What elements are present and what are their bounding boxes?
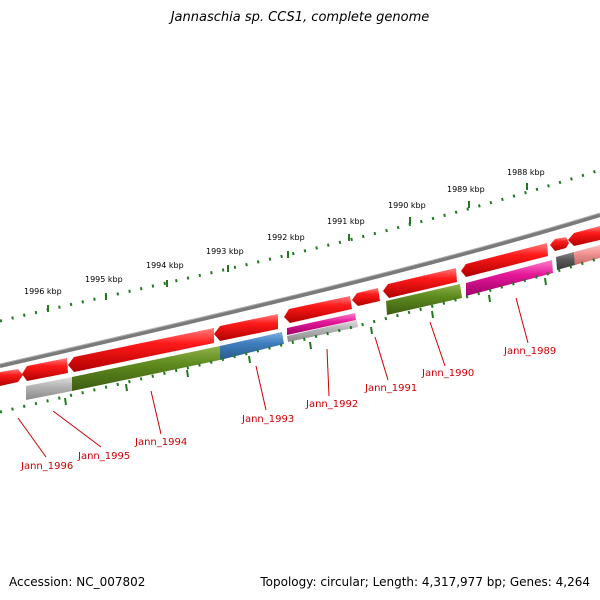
scale-label-1991: 1991 kbp: [327, 217, 365, 226]
gene-forward-3: [68, 328, 214, 372]
gene-reverse-blue-1: [220, 332, 284, 360]
gene-forward-4: [214, 314, 278, 341]
map-title: Jannaschia sp. CCS1, complete genome: [170, 10, 430, 25]
gene-forward-5: [284, 296, 352, 323]
scale-label-1996: 1996 kbp: [24, 287, 62, 296]
gene-forward-10: [568, 226, 600, 246]
genome-summary-text: Topology: circular; Length: 4,317,977 bp…: [260, 575, 590, 589]
gene-label-jann-1995: Jann_1995: [77, 451, 130, 462]
reverse-strand-genes: [26, 245, 600, 400]
accession-text: Accession: NC_007802: [9, 575, 146, 589]
gene-forward-6: [352, 288, 380, 306]
outer-scale-track: [0, 168, 600, 323]
gene-label-jann-1991: Jann_1991: [364, 383, 417, 394]
gene-reverse-darkgrey-1: [556, 252, 575, 270]
scale-label-1989: 1989 kbp: [447, 185, 485, 194]
gene-reverse-grey-2: [287, 320, 358, 342]
scale-label-1992: 1992 kbp: [267, 233, 305, 242]
outer-major-ticks: [47, 183, 528, 312]
gene-forward-2: [22, 358, 68, 381]
leader-lines: [17, 297, 529, 458]
gene-label-jann-1992: Jann_1992: [305, 399, 358, 410]
gene-reverse-olive-1: [72, 346, 220, 391]
forward-strand-genes: [0, 226, 600, 386]
gene-reverse-magenta-1: [287, 313, 356, 335]
genome-backbone: [0, 213, 600, 368]
gene-label-jann-1993: Jann_1993: [241, 414, 294, 425]
scale-label-1990: 1990 kbp: [388, 201, 426, 210]
gene-reverse-magenta-2: [466, 260, 553, 296]
gene-label-jann-1989: Jann_1989: [503, 346, 556, 357]
scale-label-1988: 1988 kbp: [507, 168, 545, 177]
scale-label-1994: 1994 kbp: [146, 261, 184, 270]
gene-label-jann-1990: Jann_1990: [421, 368, 474, 379]
gene-reverse-pink-1: [574, 245, 600, 265]
gene-forward-7: [383, 268, 457, 298]
scale-label-1993: 1993 kbp: [206, 247, 244, 256]
gene-label-jann-1994: Jann_1994: [134, 437, 187, 448]
gene-label-jann-1996: Jann_1996: [20, 461, 73, 472]
genome-backbone-highlight: [0, 212, 600, 365]
gene-reverse-olive-2: [386, 284, 462, 315]
gene-reverse-grey-1: [26, 377, 72, 400]
scale-label-1995: 1995 kbp: [85, 275, 123, 284]
gene-forward-8: [461, 243, 548, 277]
inner-major-ticks: [64, 277, 547, 406]
gene-forward-9: [550, 237, 569, 251]
gene-forward-1: [0, 369, 23, 386]
